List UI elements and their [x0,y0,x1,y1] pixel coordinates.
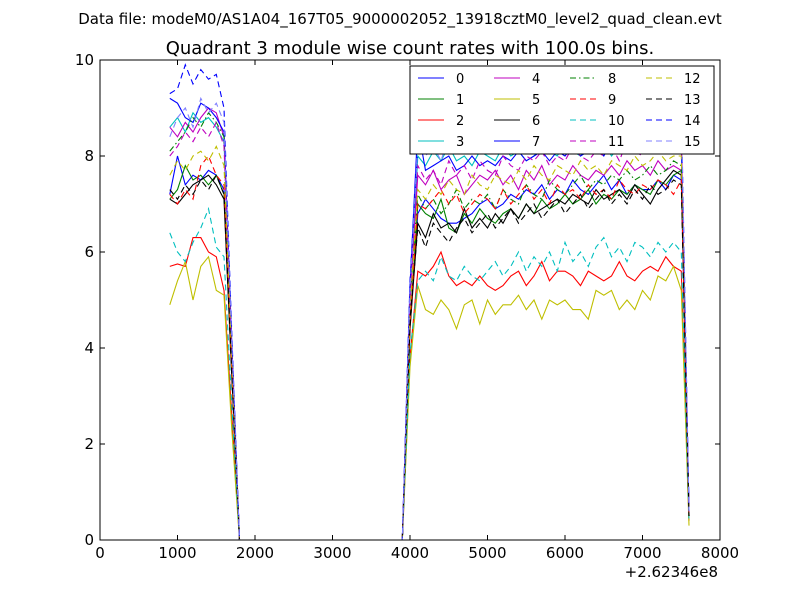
series-line-2 [169,237,690,540]
series-line-6 [169,169,690,540]
legend-label-10: 10 [608,114,625,129]
x-tick-label-5000: 5000 [468,544,506,562]
legend-label-11: 11 [608,135,625,150]
legend-label-5: 5 [532,93,540,108]
series-line-13 [169,173,690,540]
series-line-4 [169,107,690,540]
legend-label-4: 4 [532,72,540,87]
series-line-11 [169,121,690,540]
legend-label-14: 14 [684,114,701,129]
y-tick-label-0: 0 [84,531,94,549]
legend-label-0: 0 [456,72,464,87]
x-tick-label-2000: 2000 [236,544,274,562]
x-offset-label: +2.62346e8 [625,563,718,581]
x-tick-label-4000: 4000 [391,544,429,562]
legend-label-8: 8 [608,72,616,87]
series-line-10 [169,206,690,540]
y-tick-label-4: 4 [84,339,94,357]
series-line-5 [169,255,690,540]
y-tick-label-8: 8 [84,147,94,165]
legend-label-2: 2 [456,114,464,129]
x-tick-label-3000: 3000 [313,544,351,562]
series-line-1 [169,164,690,540]
legend-label-15: 15 [684,135,701,150]
chart-title: Quadrant 3 module wise count rates with … [166,38,655,59]
legend-label-7: 7 [532,135,540,150]
series-line-12 [169,145,690,540]
legend-label-9: 9 [608,93,616,108]
x-tick-label-1000: 1000 [158,544,196,562]
legend-label-3: 3 [456,135,464,150]
x-tick-label-6000: 6000 [546,544,584,562]
legend-frame [409,65,715,155]
x-tick-label-0: 0 [95,544,105,562]
x-tick-label-7000: 7000 [623,544,661,562]
y-tick-label-10: 10 [75,51,94,69]
legend-label-6: 6 [532,114,540,129]
x-tick-label-8000: 8000 [701,544,739,562]
y-tick-label-2: 2 [84,435,94,453]
figure-suptitle: Data file: modeM0/AS1A04_167T05_90000020… [78,10,722,29]
legend-label-1: 1 [456,93,464,108]
y-tick-label-6: 6 [84,243,94,261]
legend-label-12: 12 [684,72,701,87]
legend-label-13: 13 [684,93,701,108]
